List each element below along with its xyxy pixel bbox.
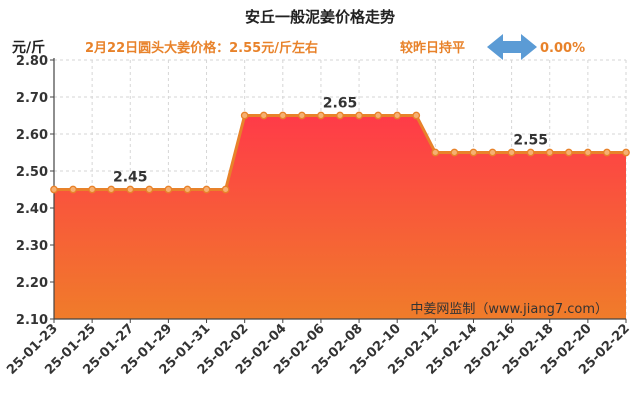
data-point: [183, 185, 192, 194]
y-tick-label: 2.40: [16, 202, 48, 217]
y-tick-label: 2.80: [16, 54, 48, 69]
area-fill: [54, 115, 626, 319]
data-point: [584, 148, 592, 157]
data-point: [450, 148, 459, 157]
data-point: [603, 148, 611, 157]
y-tick-label: 2.10: [16, 313, 48, 328]
data-point: [526, 148, 535, 157]
data-point: [107, 185, 116, 194]
y-tick-label: 2.50: [16, 165, 48, 180]
data-point: [393, 111, 402, 120]
data-point: [545, 148, 554, 157]
data-point: [469, 148, 478, 157]
area-shape: [54, 115, 626, 319]
y-tick-label: 2.20: [16, 276, 48, 291]
data-point: [564, 148, 573, 157]
x-tick-labels: 25-01-2325-01-2525-01-2725-01-2925-01-31…: [4, 319, 633, 378]
y-axis-label: 元/斤: [12, 39, 45, 56]
data-label: 2.65: [323, 96, 358, 112]
data-point: [164, 185, 173, 194]
data-point: [126, 185, 135, 194]
data-point: [317, 111, 325, 120]
data-point: [298, 111, 306, 120]
data-point: [355, 111, 363, 120]
chart-title: 安丘一般泥姜价格走势: [245, 8, 395, 26]
data-point: [145, 185, 154, 194]
data-points: [50, 111, 630, 194]
data-point: [412, 111, 421, 120]
y-tick-label: 2.60: [16, 128, 48, 143]
data-point: [69, 185, 77, 194]
data-label: 2.45: [113, 170, 148, 186]
compare-text: 较昨日持平: [400, 40, 465, 56]
data-point: [622, 148, 630, 157]
data-point: [431, 148, 440, 157]
data-point: [202, 185, 211, 194]
data-point: [488, 148, 497, 157]
y-tick-labels: 2.10 2.20 2.30 2.40 2.50 2.60 2.70 2.80: [16, 54, 54, 328]
data-point: [259, 111, 268, 120]
data-labels: 2.45 2.65 2.55: [113, 96, 548, 186]
data-point: [221, 185, 230, 194]
y-tick-label: 2.70: [16, 91, 48, 106]
data-point: [374, 111, 382, 120]
change-percent: 0.00%: [540, 41, 585, 56]
data-point: [88, 185, 96, 194]
data-point: [278, 111, 287, 120]
watermark: 中姜网监制（www.jiang7.com）: [410, 302, 608, 317]
y-tick-label: 2.30: [16, 239, 48, 254]
data-point: [240, 111, 249, 120]
data-point: [507, 148, 516, 157]
data-point: [336, 111, 344, 120]
data-point: [50, 185, 58, 194]
price-headline: 2月22日圆头大姜价格：2.55元/斤左右: [85, 40, 318, 56]
data-label: 2.55: [513, 133, 548, 149]
double-arrow-icon: [487, 34, 537, 60]
